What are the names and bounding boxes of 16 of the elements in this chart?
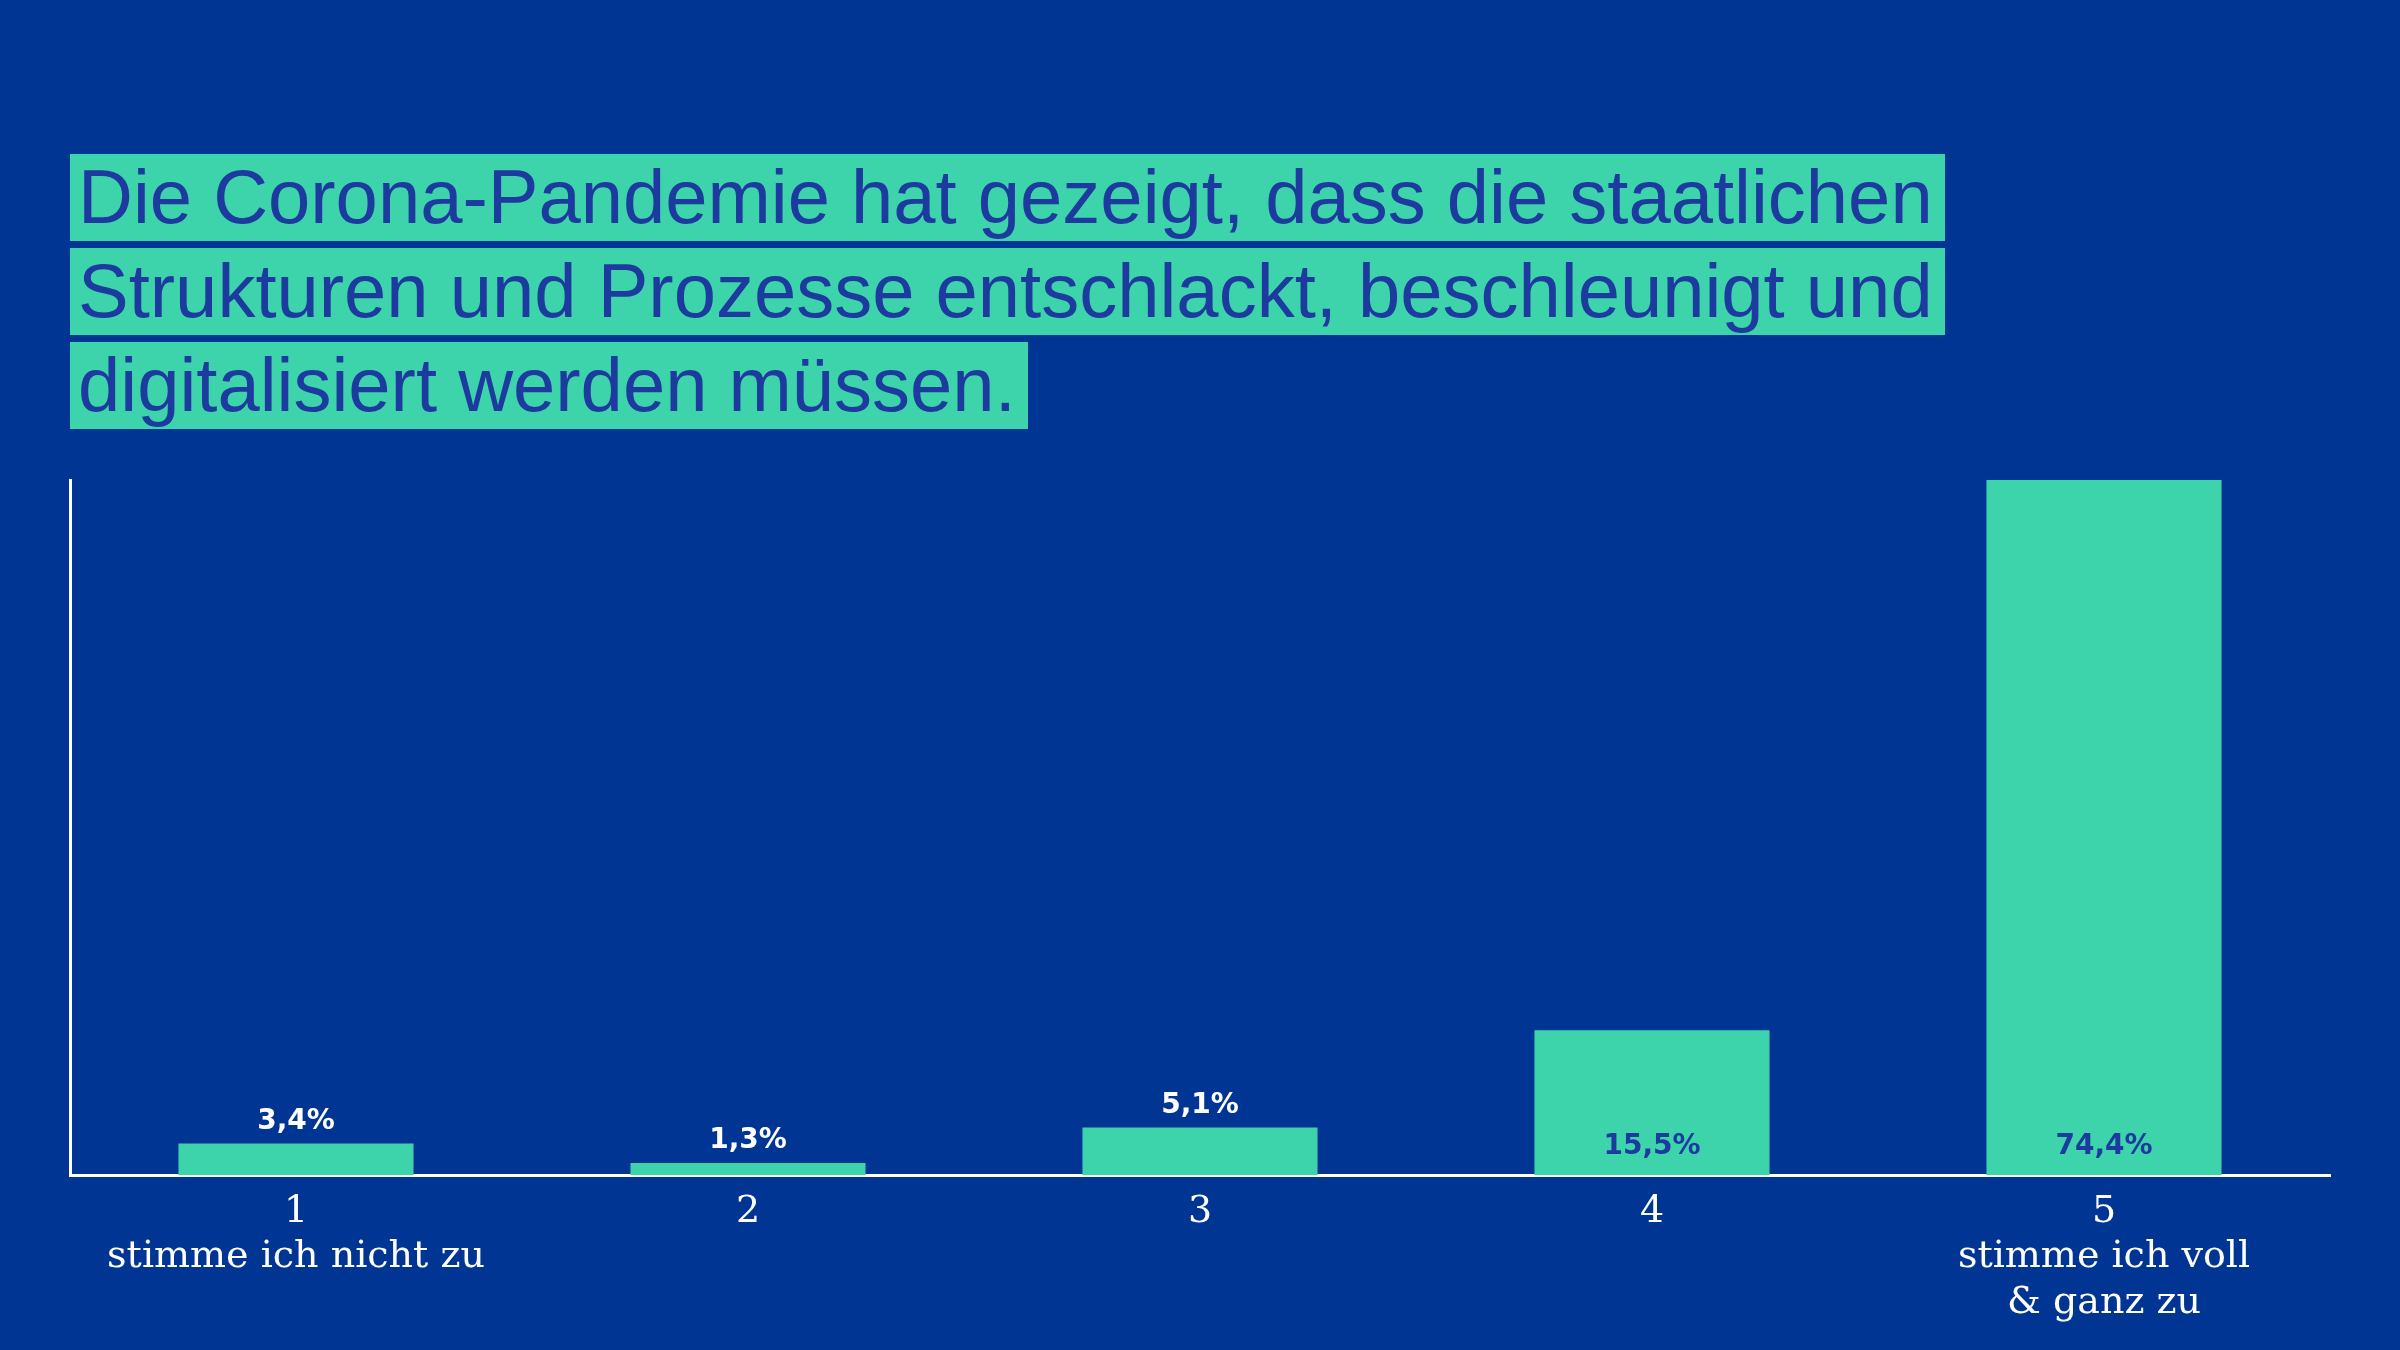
x-tick-label: 1 stimme ich nicht zu [107,1186,485,1277]
x-tick-label: 2 [735,1186,761,1231]
data-label: 74,4% [2055,1128,2153,1162]
data-label: 3,4% [257,1102,335,1136]
x-tick-label: 4 [1639,1186,1665,1231]
data-label: 1,3% [709,1122,787,1156]
x-tick-label: 3 [1187,1186,1213,1231]
bar [1534,1030,1770,1176]
data-label: 5,1% [1161,1086,1239,1120]
data-label: 15,5% [1603,1128,1701,1162]
bar [1986,480,2222,1176]
bar [1082,1127,1318,1176]
chart-title: Die Corona-Pandemie hat gezeigt, dass die staatlichen Strukturen und Prozesse entschlackt, beschleunigt und digitalisiert werden müssen. [70,154,1945,429]
x-tick-label: 5 stimme ich voll & ganz zu [1957,1186,2251,1323]
bar [178,1143,414,1176]
bar [630,1163,866,1176]
